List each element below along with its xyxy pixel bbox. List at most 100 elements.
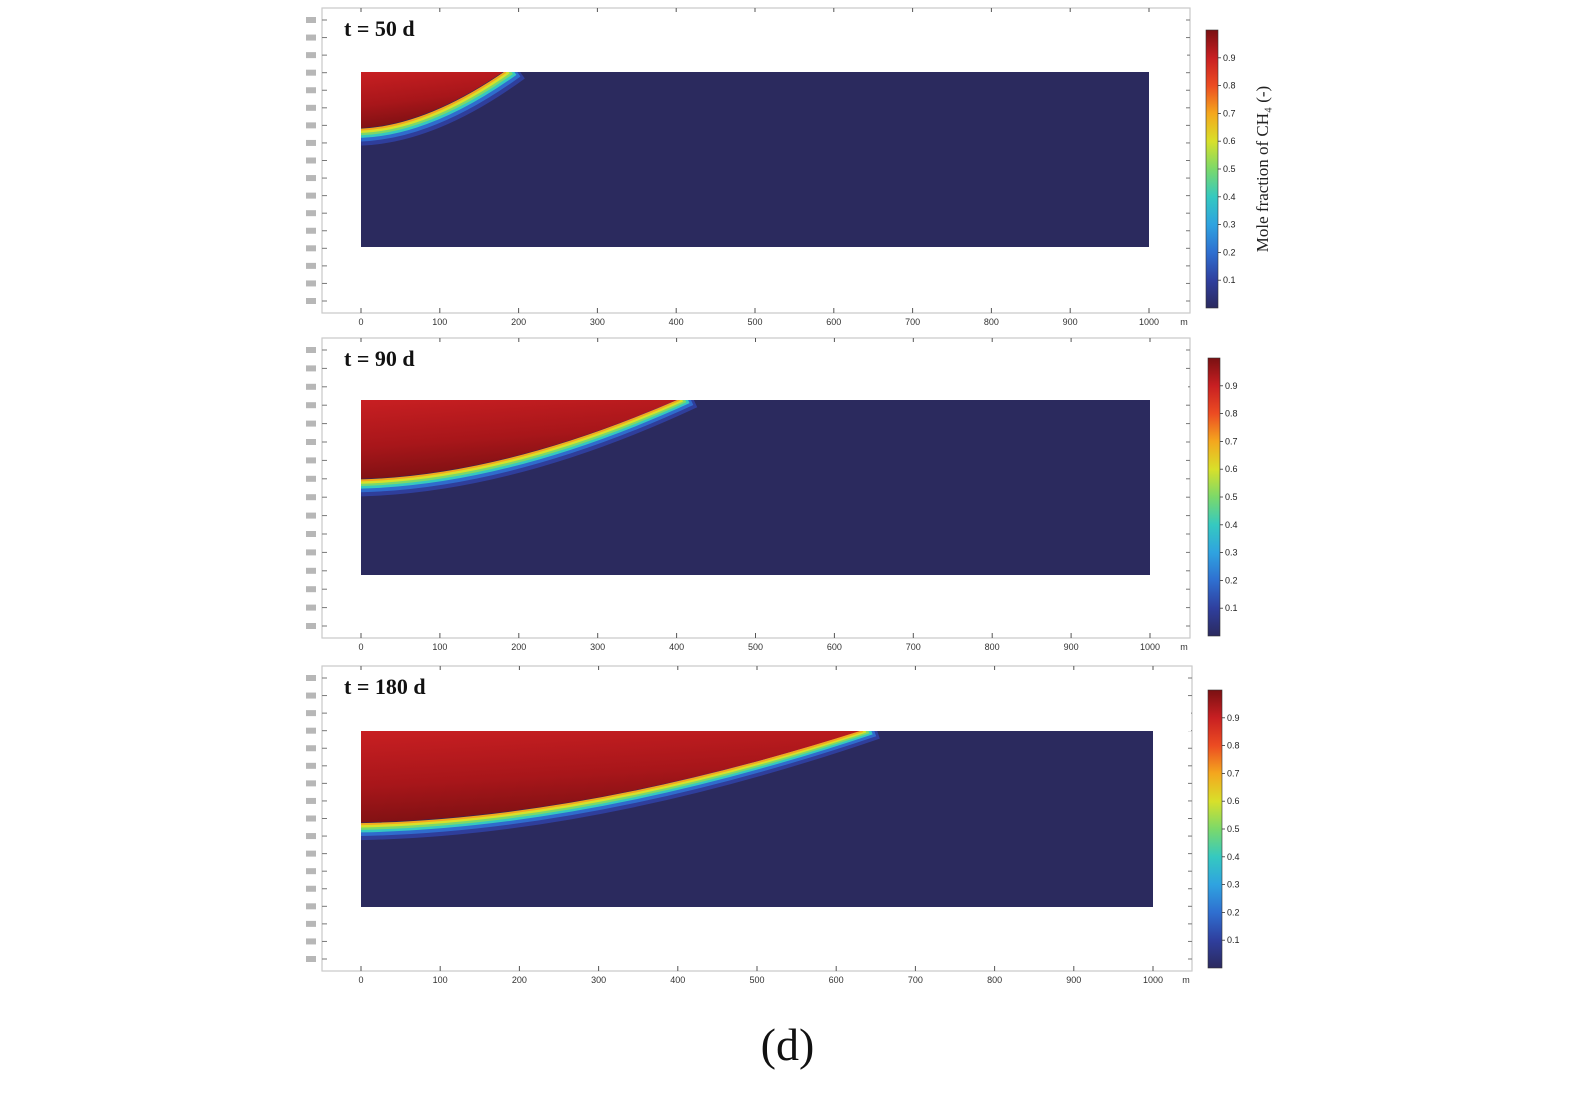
- x-tick-label: 200: [511, 642, 526, 652]
- y-tick-label: [306, 710, 316, 717]
- y-tick-label: [306, 567, 316, 574]
- x-tick-label: 400: [669, 642, 684, 652]
- plot-edge-mask: [331, 729, 361, 909]
- y-tick-label: [306, 780, 316, 787]
- y-tick-label: [306, 439, 316, 445]
- y-tick-label: [306, 475, 316, 482]
- y-tick-label: [306, 52, 316, 59]
- front-contour: [360, 730, 864, 826]
- front-contour: [360, 729, 867, 828]
- front-contour: [360, 70, 510, 133]
- colorbar: [1205, 29, 1219, 309]
- colorbar-tick-label: 0.4: [1225, 520, 1238, 530]
- x-tick-label: 0: [358, 317, 363, 327]
- x-tick-label: 800: [987, 975, 1002, 985]
- colorbar: [1207, 357, 1221, 637]
- colorbar-tick-label: 0.5: [1225, 492, 1238, 502]
- x-tick-label: 400: [669, 317, 684, 327]
- colorbar-tick-label: 0.7: [1227, 768, 1240, 778]
- x-tick-label: 100: [432, 317, 447, 327]
- y-tick-label: [306, 531, 316, 537]
- plot-edge-mask: [359, 370, 1188, 400]
- y-tick-label: [306, 956, 316, 962]
- colorbar-tick-label: 0.2: [1227, 907, 1240, 917]
- y-tick-label: [306, 762, 316, 769]
- x-tick-label: 900: [1064, 642, 1079, 652]
- colorbar-tick-label: 0.2: [1225, 575, 1238, 585]
- x-tick-label: 500: [748, 642, 763, 652]
- colorbar-tick-label: 0.3: [1227, 880, 1240, 890]
- y-tick-label: [306, 262, 316, 269]
- y-tick-label: [306, 457, 316, 464]
- colorbar-tick-label: 0.8: [1225, 409, 1238, 419]
- x-unit-label: m: [1182, 975, 1190, 985]
- front-contour: [360, 398, 684, 484]
- y-tick-label: [306, 245, 316, 252]
- y-tick-label: [306, 938, 316, 945]
- x-tick-label: 200: [511, 317, 526, 327]
- x-tick-label: 900: [1063, 317, 1078, 327]
- chart-panel: 0 100 200 300 400 500 600 700 800 900 1000 m t = 180…: [306, 665, 1240, 985]
- y-tick-label: [306, 402, 316, 409]
- panel-time-label: t = 90 d: [344, 346, 415, 371]
- colorbar-tick-label: 0.4: [1227, 852, 1240, 862]
- x-tick-label: 700: [908, 975, 923, 985]
- x-tick-label: 0: [358, 642, 363, 652]
- colorbar-tick-label: 0.8: [1223, 81, 1236, 91]
- y-tick-label: [306, 280, 316, 287]
- y-tick-label: [306, 365, 316, 372]
- y-tick-label: [306, 833, 316, 840]
- y-tick-label: [306, 903, 316, 910]
- plot-edge-mask: [331, 398, 361, 577]
- colorbar-tick-label: 0.8: [1227, 741, 1240, 751]
- x-tick-label: 900: [1066, 975, 1081, 985]
- y-tick-label: [306, 604, 316, 611]
- chart-panel: 0 100 200 300 400 500 600 700 800 900 1000 m t = 90 …: [306, 337, 1238, 652]
- x-tick-label: 300: [590, 317, 605, 327]
- y-tick-label: [306, 175, 316, 182]
- y-tick-label: [306, 192, 316, 199]
- y-tick-label: [306, 227, 316, 234]
- colorbar-tick-label: 0.7: [1223, 108, 1236, 118]
- x-tick-label: 500: [749, 975, 764, 985]
- y-tick-label: [306, 104, 316, 111]
- y-tick-label: [306, 885, 316, 892]
- colorbar-tick-label: 0.9: [1225, 381, 1238, 391]
- x-tick-label: 200: [512, 975, 527, 985]
- x-tick-label: 700: [906, 642, 921, 652]
- colorbar-tick-label: 0.7: [1225, 436, 1238, 446]
- y-tick-label: [306, 69, 316, 76]
- y-tick-label: [306, 815, 316, 822]
- y-tick-label: [306, 420, 316, 427]
- figure-label: (d): [760, 1019, 815, 1070]
- y-tick-label: [306, 210, 316, 217]
- plot-edge-mask: [331, 70, 361, 249]
- y-tick-label: [306, 920, 316, 927]
- plume-region: [361, 72, 503, 128]
- y-tick-label: [306, 745, 316, 752]
- colorbar-tick-label: 0.4: [1223, 192, 1236, 202]
- y-tick-label: [306, 675, 316, 681]
- y-tick-label: [306, 727, 316, 734]
- x-tick-label: 100: [433, 975, 448, 985]
- y-tick-label: [306, 157, 316, 164]
- plot-edge-mask: [359, 42, 1187, 72]
- x-tick-label: 300: [591, 975, 606, 985]
- y-tick-label: [306, 139, 316, 146]
- x-tick-label: 600: [827, 642, 842, 652]
- colorbar-tick-label: 0.5: [1227, 824, 1240, 834]
- colorbar-tick-label: 0.2: [1223, 247, 1236, 257]
- x-tick-label: 0: [358, 975, 363, 985]
- colorbar-tick-label: 0.1: [1227, 935, 1240, 945]
- x-tick-label: 1000: [1139, 317, 1159, 327]
- y-tick-label: [306, 347, 316, 353]
- y-tick-label: [306, 586, 316, 593]
- x-tick-label: 300: [590, 642, 605, 652]
- x-tick-label: 600: [826, 317, 841, 327]
- y-tick-label: [306, 122, 316, 129]
- colorbar-tick-label: 0.9: [1227, 713, 1240, 723]
- x-tick-label: 800: [985, 642, 1000, 652]
- x-tick-label: 400: [670, 975, 685, 985]
- plume-region: [361, 731, 860, 823]
